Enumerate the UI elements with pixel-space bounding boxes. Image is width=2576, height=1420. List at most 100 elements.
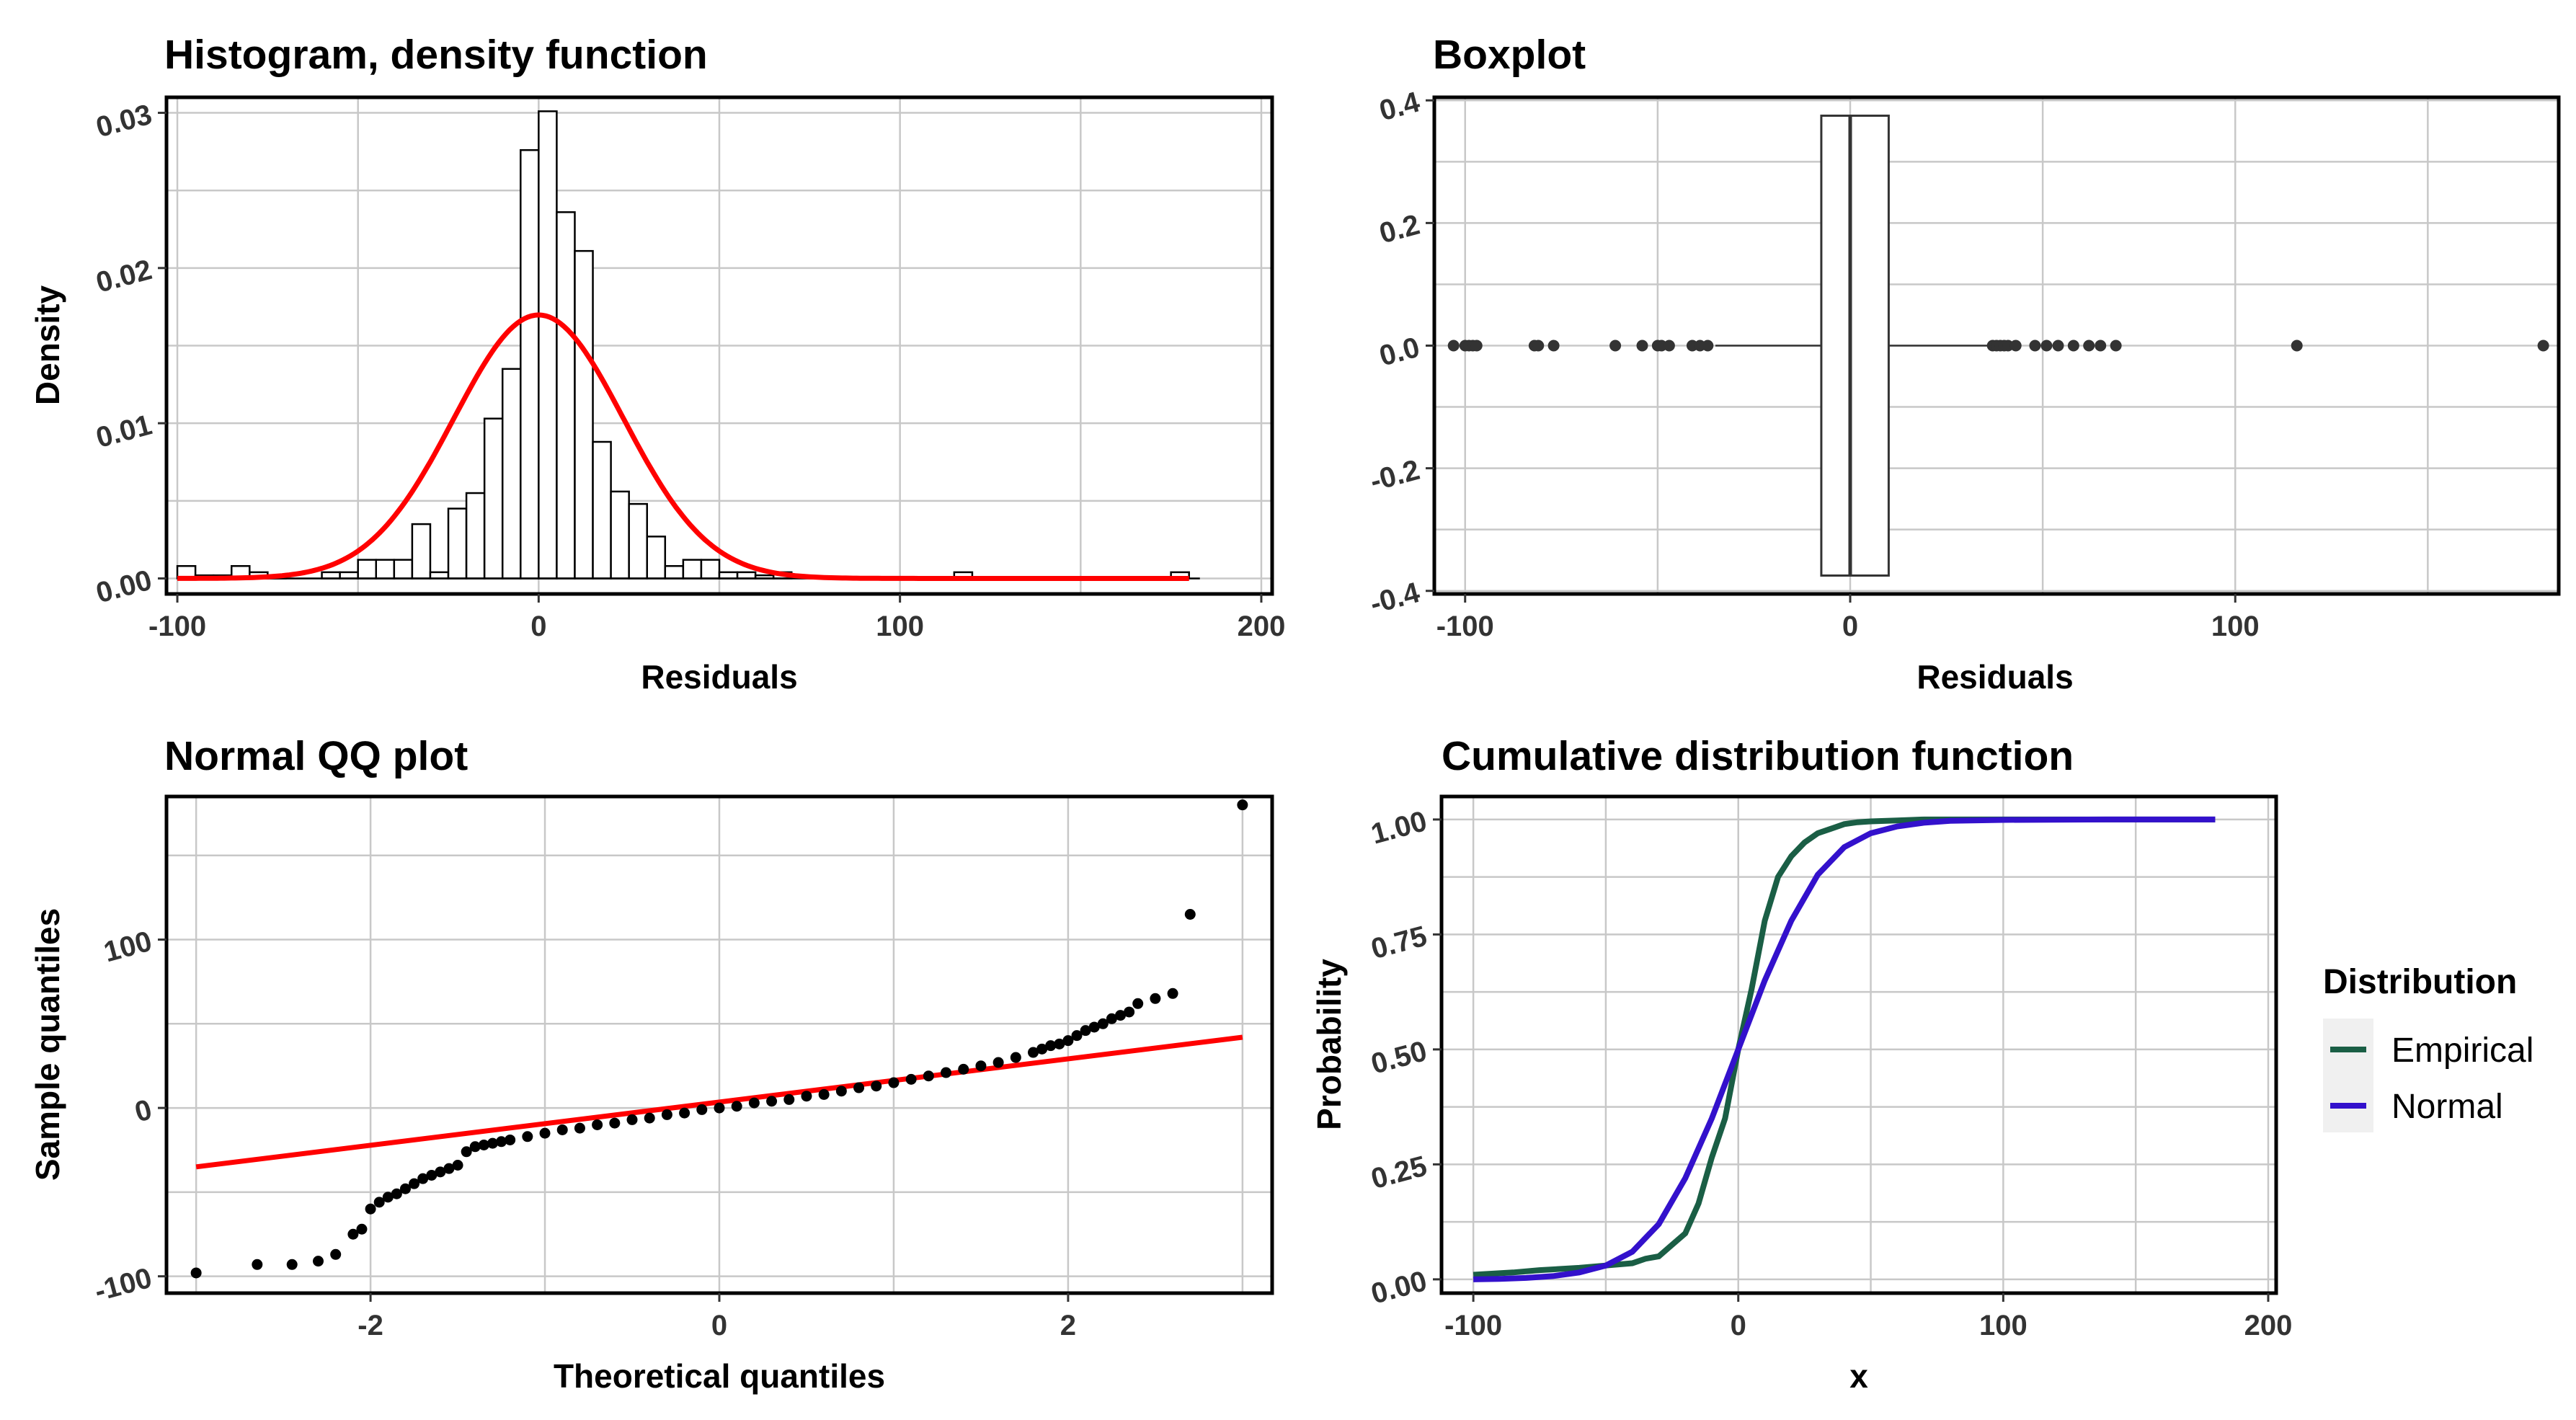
cdf-y-tick-label: 1.00 bbox=[1368, 805, 1431, 851]
boxplot-outlier-point bbox=[2009, 340, 2022, 352]
histogram-bar bbox=[538, 110, 558, 580]
boxplot-x-tick-label: 0 bbox=[1842, 611, 1858, 642]
qq-grid bbox=[166, 796, 1272, 1293]
qq-point bbox=[783, 1093, 795, 1105]
histogram-bar bbox=[321, 571, 341, 580]
qq-point bbox=[1062, 1035, 1074, 1047]
qq-point bbox=[853, 1082, 865, 1093]
histogram-bar bbox=[628, 502, 648, 580]
cdf-x-tick-label: 200 bbox=[2244, 1310, 2293, 1341]
histogram-bar bbox=[393, 559, 414, 580]
qq-point bbox=[417, 1173, 429, 1184]
histogram-y-tick-label: 0.00 bbox=[93, 564, 156, 610]
qq-point bbox=[347, 1228, 359, 1240]
qq-point bbox=[1088, 1021, 1100, 1033]
qq-x-label: Theoretical quantiles bbox=[554, 1357, 885, 1395]
qq-point bbox=[487, 1137, 498, 1149]
boxplot-outlier-point bbox=[2083, 340, 2095, 352]
cdf-y-tick-label: 0.75 bbox=[1368, 920, 1431, 966]
qq-point bbox=[1097, 1018, 1109, 1029]
boxplot-outlier-point bbox=[2052, 340, 2064, 352]
cdf-x-tick-label: -100 bbox=[1444, 1310, 1502, 1341]
histogram-bar bbox=[501, 368, 522, 580]
boxplot-box bbox=[1715, 115, 1993, 577]
qq-point bbox=[609, 1117, 621, 1129]
qq-y-tick-label: 0 bbox=[131, 1093, 155, 1128]
histogram-bar bbox=[429, 571, 450, 580]
boxplot-y-tick-label: -0.4 bbox=[1367, 577, 1424, 621]
cdf-legend: Distribution Empirical Normal bbox=[2323, 963, 2533, 1132]
histogram-x-tick-label: 0 bbox=[530, 611, 546, 642]
boxplot-outlier-point bbox=[1532, 340, 1545, 352]
qq-point bbox=[1167, 988, 1178, 999]
boxplot-outlier-point bbox=[2067, 340, 2079, 352]
histogram-x-ticks: -100 0 100 200 bbox=[148, 594, 1285, 642]
qq-point bbox=[409, 1178, 420, 1189]
qq-point bbox=[496, 1136, 507, 1148]
qq-point bbox=[958, 1063, 969, 1075]
histogram-x-tick-label: -100 bbox=[148, 611, 206, 642]
qq-point bbox=[399, 1183, 411, 1194]
histogram-bar bbox=[736, 571, 757, 580]
qq-point bbox=[373, 1197, 385, 1208]
histogram-panel: Histogram, density function -100 0 100 200 … bbox=[29, 32, 1285, 696]
qq-x-tick-label: 2 bbox=[1060, 1310, 1076, 1341]
qq-point bbox=[1080, 1025, 1091, 1037]
qq-point bbox=[365, 1203, 376, 1215]
qq-point bbox=[461, 1146, 472, 1158]
boxplot-outlier-point bbox=[1636, 340, 1648, 352]
histogram-bar bbox=[574, 249, 594, 580]
boxplot-outlier-point bbox=[2029, 340, 2041, 352]
qq-point bbox=[330, 1248, 342, 1260]
qq-point bbox=[1124, 1006, 1135, 1018]
qq-point bbox=[1071, 1030, 1083, 1042]
qq-point bbox=[992, 1057, 1004, 1068]
qq-y-tick-label: -100 bbox=[92, 1262, 156, 1308]
histogram-bar bbox=[592, 440, 612, 580]
histogram-x-label: Residuals bbox=[641, 658, 797, 696]
histogram-y-tick-label: 0.02 bbox=[93, 254, 156, 299]
qq-point bbox=[975, 1060, 987, 1072]
cdf-y-tick-label: 0.25 bbox=[1368, 1150, 1431, 1196]
boxplot-y-tick-label: 0.2 bbox=[1376, 209, 1423, 250]
boxplot-iqr-box bbox=[1820, 115, 1890, 577]
boxplot-y-tick-label: 0.4 bbox=[1376, 86, 1424, 127]
boxplot-outlier-point bbox=[1702, 340, 1714, 352]
histogram-bar bbox=[682, 559, 703, 580]
qq-point bbox=[1150, 993, 1161, 1004]
cdf-normal-line bbox=[1473, 816, 2216, 1282]
qq-point bbox=[696, 1104, 708, 1115]
boxplot-outlier-point bbox=[2040, 340, 2053, 352]
histogram-bar bbox=[718, 571, 739, 580]
histogram-bar bbox=[339, 571, 359, 580]
qq-point bbox=[391, 1188, 402, 1199]
qq-point bbox=[505, 1134, 516, 1145]
qq-point bbox=[941, 1067, 952, 1078]
qq-point bbox=[871, 1080, 882, 1092]
boxplot-x-label: Residuals bbox=[1917, 658, 2073, 696]
qq-reference-line bbox=[195, 1034, 1243, 1170]
boxplot-outliers bbox=[1447, 340, 2549, 352]
qq-point bbox=[556, 1124, 568, 1135]
qq-point bbox=[731, 1101, 742, 1112]
qq-point bbox=[469, 1141, 481, 1153]
qq-point bbox=[661, 1109, 672, 1120]
histogram-bar bbox=[447, 507, 468, 580]
qq-point bbox=[286, 1259, 298, 1270]
boxplot-outlier-point bbox=[1663, 340, 1675, 352]
qq-point bbox=[679, 1107, 690, 1119]
qq-point bbox=[1106, 1013, 1117, 1024]
qq-title: Normal QQ plot bbox=[164, 733, 468, 779]
boxplot-outlier-point bbox=[2537, 340, 2549, 352]
legend-label-empirical: Empirical bbox=[2391, 1031, 2533, 1070]
qq-point bbox=[801, 1091, 812, 1102]
qq-point bbox=[539, 1127, 551, 1139]
qq-point bbox=[1054, 1038, 1065, 1050]
qq-point bbox=[888, 1077, 900, 1088]
qq-point bbox=[592, 1119, 603, 1130]
histogram-bar bbox=[520, 148, 540, 580]
cdf-x-label: x bbox=[1849, 1357, 1868, 1395]
histogram-bar bbox=[700, 559, 721, 580]
cdf-y-ticks: 0.00 0.25 0.50 0.75 1.00 bbox=[1368, 805, 1442, 1310]
boxplot-outlier-point bbox=[1447, 340, 1460, 352]
